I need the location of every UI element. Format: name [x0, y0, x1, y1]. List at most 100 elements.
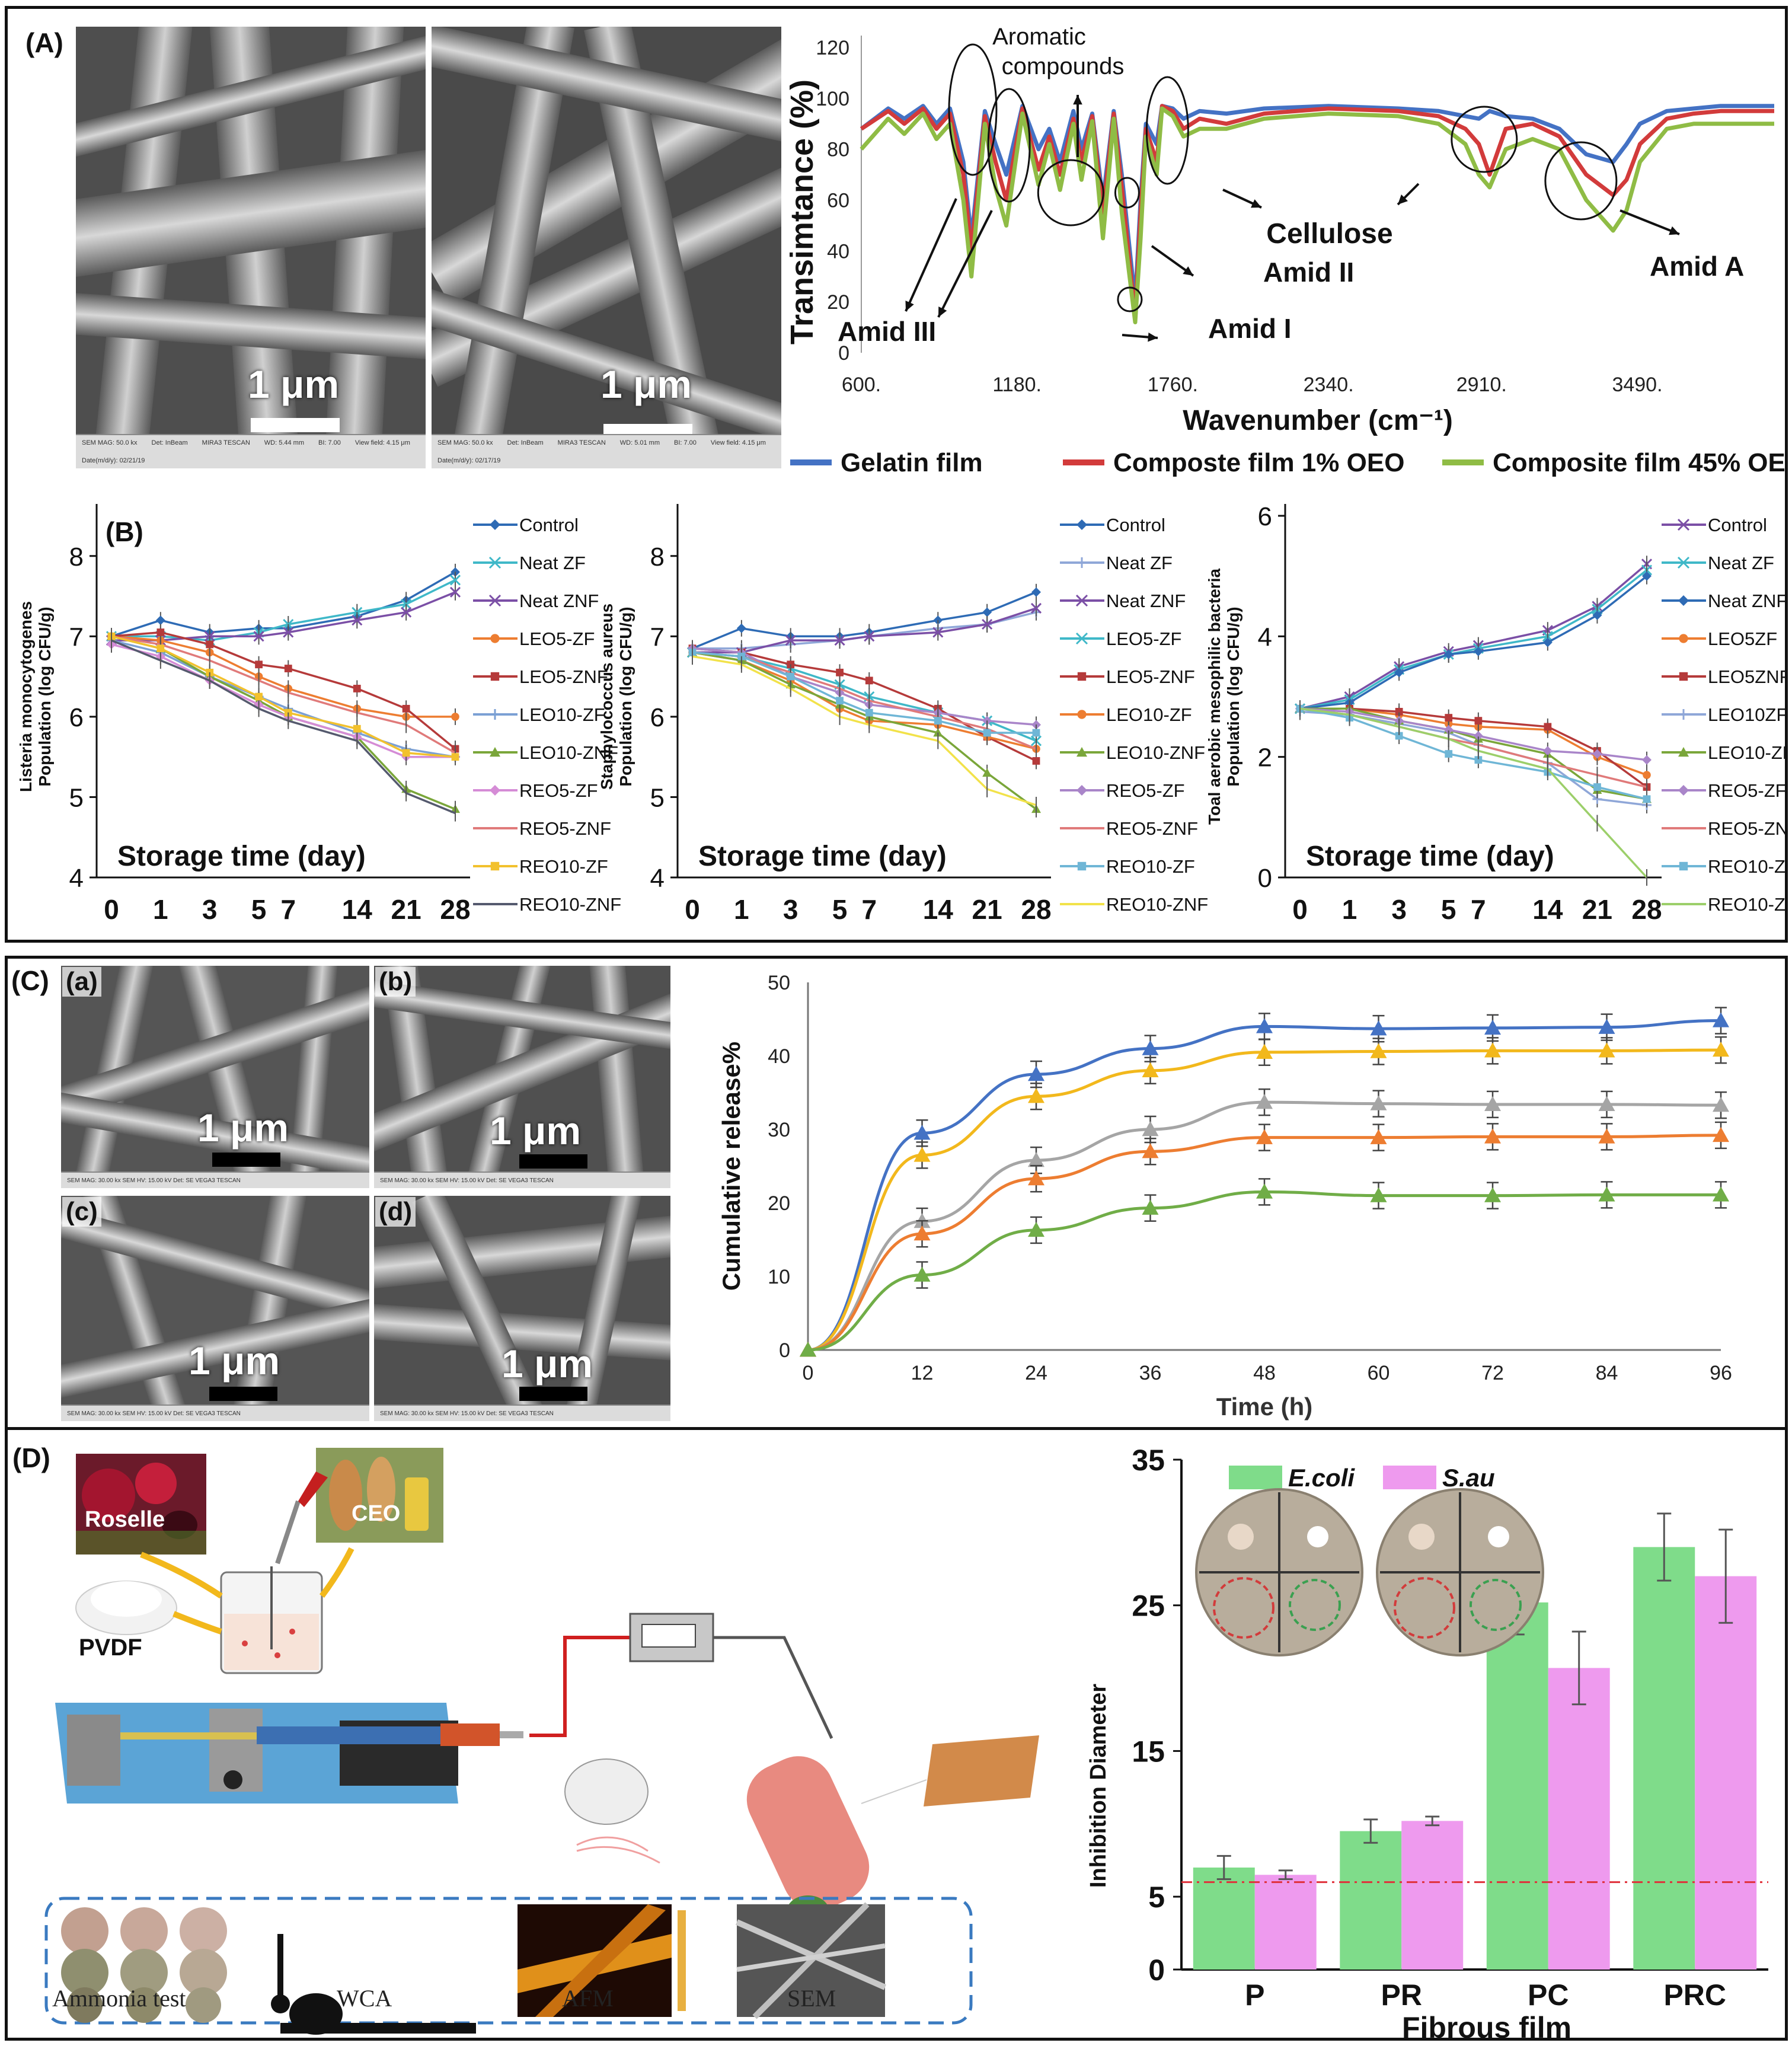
release-data-point — [1142, 1143, 1159, 1158]
b-series-line — [1299, 575, 1648, 710]
b-legend-marker — [490, 709, 500, 720]
inhib-bar — [1633, 1547, 1695, 1970]
release-y-tick: 30 — [768, 1119, 790, 1141]
b-legend-marker — [1679, 672, 1688, 681]
b-x-tick: 3 — [202, 894, 218, 925]
release-x-tick: 48 — [1253, 1362, 1276, 1384]
inhib-y-tick: 35 — [1132, 1444, 1165, 1477]
release-data-point — [1713, 1042, 1729, 1057]
ftir-legend-label: Composte film 1% OEO — [1113, 448, 1404, 477]
sub-letter-d: (d) — [375, 1197, 416, 1227]
b-legend-label: Neat ZF — [1708, 553, 1774, 573]
petri-zone-red — [1394, 1577, 1455, 1639]
b-legend-label: Neat ZF — [1106, 553, 1173, 573]
release-data-point — [913, 1125, 931, 1140]
petri-disc — [1228, 1524, 1254, 1550]
beaker-icon — [220, 1472, 328, 1674]
b-legend-label: LEO10-ZNF — [1106, 742, 1205, 763]
petri-zone-green — [1289, 1579, 1341, 1631]
sem-image-2: 1 μm SEM MAG: 50.0 kx Det: InBeam MIRA3 … — [432, 27, 781, 468]
sem-info-brand: MIRA3 TESCAN — [557, 439, 606, 446]
ftir-legend-label: Gelatin film — [841, 448, 983, 477]
release-data-point — [913, 1147, 931, 1162]
b-series-line — [111, 635, 456, 754]
panel-b: (B) 4 5 6 7 8 0 1 3 5 7 14 21 28 Storage time (day) Li… — [5, 480, 1788, 943]
b-data-point — [1445, 714, 1453, 722]
b-data-point — [156, 628, 165, 636]
sem-info-det: Det: InBeam — [151, 439, 188, 446]
release-data-point — [1598, 1186, 1615, 1202]
release-data-point — [800, 1342, 816, 1357]
b-data-point — [155, 615, 165, 625]
b-y-tick: 0 — [1258, 864, 1272, 893]
b-series-line — [1299, 707, 1648, 879]
ftir-y-tick: 120 — [816, 37, 849, 59]
sub-letter-a: (a) — [62, 967, 101, 997]
b-legend-label: REO10-ZF — [519, 856, 608, 877]
release-data-point — [1484, 1019, 1501, 1035]
b-data-point — [402, 749, 410, 757]
sem-image-c-d: (d) 1 μm SEM MAG: 30.00 kx SEM HV: 15.00… — [374, 1196, 670, 1421]
b-data-point — [401, 607, 412, 618]
sem-info-date: Date(m/d/y): 02/17/19 — [437, 457, 501, 464]
b-legend-label: LEO5ZNF — [1708, 666, 1786, 687]
b-x-tick: 0 — [1292, 894, 1308, 925]
ftir-annotation-label: compounds — [1002, 53, 1125, 79]
b-legend-label: Neat ZNF — [519, 591, 599, 611]
release-data-point — [1256, 1094, 1273, 1109]
sem-info-c1: SEM MAG: 30.00 kx SEM HV: 15.00 kV Det: … — [61, 1172, 369, 1188]
petri-zone-green — [1470, 1579, 1522, 1631]
b-series-line — [692, 651, 1036, 734]
label-afm: AFM — [562, 1985, 614, 2012]
b-data-point — [982, 607, 992, 617]
b-y-tick: 4 — [69, 864, 84, 893]
b-legend-label: LEO10-ZF — [1106, 704, 1192, 725]
b-data-point — [1394, 668, 1404, 678]
inhib-legend-swatch — [1229, 1466, 1282, 1489]
b-data-point — [1395, 708, 1403, 716]
sem-info-date: Date(m/d/y): 02/21/19 — [82, 457, 145, 464]
ftir-y-label: Transimtance (%) — [784, 79, 820, 344]
ftir-y-tick: 80 — [827, 139, 849, 161]
sem-fibers-1 — [76, 27, 426, 449]
sem-image-c-a: (a) 1 μm SEM MAG: 30.00 kx SEM HV: 15.00… — [61, 966, 369, 1188]
b-x-tick: 21 — [391, 894, 421, 925]
b-data-point — [1474, 756, 1483, 764]
b-x-label: Storage time (day) — [1306, 841, 1554, 872]
b-x-tick: 1 — [734, 894, 749, 925]
b-data-point — [451, 753, 459, 761]
wca-drop — [271, 1934, 476, 2035]
sem-info-wd: WD: 5.44 mm — [264, 439, 304, 446]
b-legend-marker — [1077, 672, 1087, 681]
inhib-bar — [1193, 1868, 1255, 1970]
b-legend-label: REO5-ZNF — [1106, 818, 1198, 839]
release-y-label: Cumulative release% — [717, 1042, 745, 1291]
b-x-tick: 3 — [783, 894, 798, 925]
b-legend-marker — [1077, 747, 1087, 757]
b-data-point — [864, 631, 875, 642]
b-x-tick: 7 — [1471, 894, 1486, 925]
b-legend-label: REO5-ZF — [1708, 780, 1786, 801]
sem-scale-label-c4: 1 μm — [501, 1342, 593, 1386]
b-x-tick: 14 — [342, 894, 373, 925]
sub-letter-b: (b) — [375, 967, 416, 997]
sem-scale-bar-a1 — [251, 418, 340, 432]
b-data-point — [1593, 783, 1601, 791]
b-series-line — [111, 639, 456, 758]
b-legend-marker — [490, 519, 500, 530]
sem-info-c4: SEM MAG: 30.00 kx SEM HV: 15.00 kV Det: … — [374, 1405, 670, 1421]
b-legend-marker — [490, 634, 500, 643]
b-y-tick: 6 — [1258, 502, 1272, 531]
release-data-point — [1713, 1097, 1729, 1112]
b-y-tick: 6 — [650, 703, 665, 732]
inhib-legend-label: S.au — [1442, 1464, 1495, 1492]
label-pvdf: PVDF — [79, 1635, 142, 1661]
b-data-point — [451, 713, 459, 721]
b-y-label: Population (log CFU/g) — [1224, 607, 1242, 786]
sem-scale-bar-c2 — [519, 1154, 587, 1169]
ftir-arrow-head — [938, 307, 947, 317]
inhib-bar — [1548, 1668, 1610, 1970]
b-y-label: Population (log CFU/g) — [617, 607, 635, 786]
